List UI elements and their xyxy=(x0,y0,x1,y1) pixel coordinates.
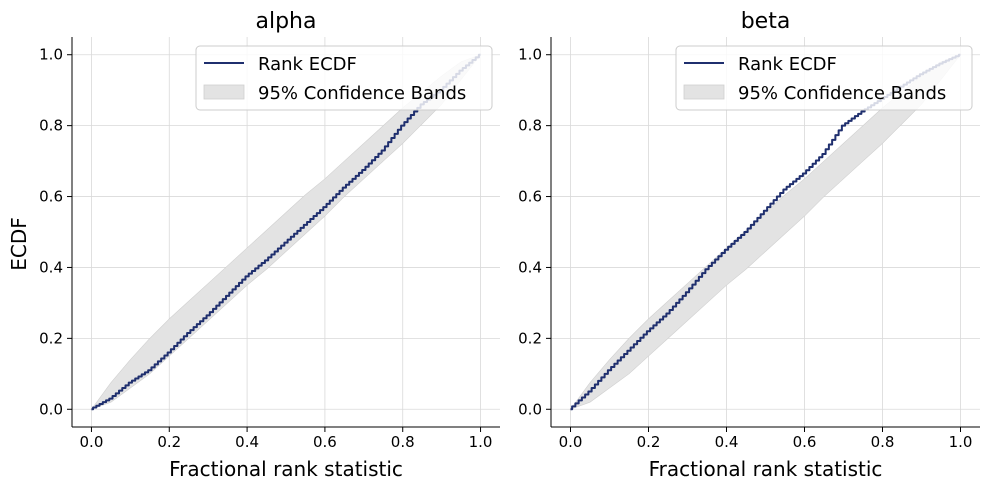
x-tick-label-2-0: 0.0 xyxy=(559,433,583,451)
legend-label-ecdf-2: Rank ECDF xyxy=(738,54,837,75)
y-tick-label-1-5: 1.0 xyxy=(39,46,63,64)
chart-2: 0.0 0.2 0.4 0.6 0.8 1.0 0.0 0.2 0.4 0.6 0.8 1.0 beta… xyxy=(518,9,980,481)
y-tick-label-2-0: 0.0 xyxy=(518,400,542,418)
y-tick-label-1-2: 0.4 xyxy=(39,258,63,276)
chart-1: 0.0 0.2 0.4 0.6 0.8 1.0 0.0 0.2 0.4 0.6 0.8 1.0 alph… xyxy=(39,9,500,481)
x-tick-label-1-5: 1.0 xyxy=(469,433,493,451)
y-tick-label-2-2: 0.4 xyxy=(518,258,542,276)
figure-ylabel: ECDF xyxy=(7,217,31,271)
y-tick-label-2-3: 0.6 xyxy=(518,188,542,206)
legend-label-ecdf-1: Rank ECDF xyxy=(258,54,357,75)
x-tick-label-1-4: 0.8 xyxy=(391,433,415,451)
legend-label-band-1: 95% Confidence Bands xyxy=(258,83,466,104)
chart-title-1: alpha xyxy=(256,9,317,34)
x-axis-label-2: Fractional rank statistic xyxy=(649,457,883,481)
legend-1: Rank ECDF 95% Confidence Bands xyxy=(195,45,493,111)
y-tick-label-2-1: 0.2 xyxy=(518,329,542,347)
x-axis-label-1: Fractional rank statistic xyxy=(169,457,403,481)
y-tick-label-2-5: 1.0 xyxy=(518,46,542,64)
chart-title-2: beta xyxy=(741,9,791,34)
x-tick-label-1-0: 0.0 xyxy=(80,433,104,451)
y-tick-label-1-3: 0.6 xyxy=(39,188,63,206)
x-tick-label-2-3: 0.6 xyxy=(793,433,817,451)
x-tick-label-1-2: 0.4 xyxy=(235,433,259,451)
x-tick-label-1-1: 0.2 xyxy=(157,433,181,451)
x-tick-label-1-3: 0.6 xyxy=(313,433,337,451)
legend-band-swatch-1 xyxy=(203,84,245,100)
x-tick-label-2-2: 0.4 xyxy=(715,433,739,451)
y-tick-label-1-4: 0.8 xyxy=(39,117,63,135)
legend-label-band-2: 95% Confidence Bands xyxy=(738,83,946,104)
ecdf-line-1 xyxy=(91,53,481,411)
x-tick-label-2-5: 1.0 xyxy=(949,433,973,451)
legend-band-swatch-2 xyxy=(683,84,725,100)
y-tick-label-1-1: 0.2 xyxy=(39,329,63,347)
x-tick-label-2-1: 0.2 xyxy=(637,433,661,451)
legend-2: Rank ECDF 95% Confidence Bands xyxy=(675,45,973,111)
y-tick-label-2-4: 0.8 xyxy=(518,117,542,135)
y-tick-label-1-0: 0.0 xyxy=(39,400,63,418)
legend-box-2 xyxy=(675,45,973,111)
x-tick-label-2-4: 0.8 xyxy=(871,433,895,451)
legend-box-1 xyxy=(195,45,493,111)
